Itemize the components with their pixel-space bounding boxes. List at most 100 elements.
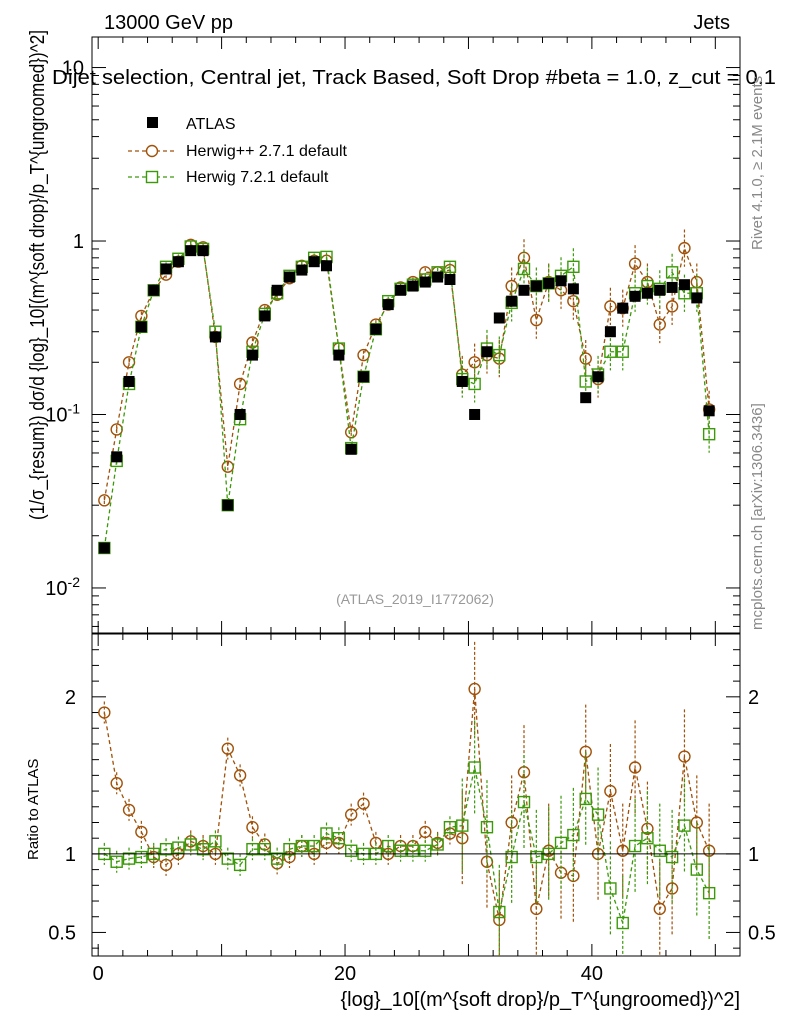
herwig7-ratio-point	[579, 792, 592, 806]
atlas-data-point	[493, 312, 505, 324]
herwig7-ratio-point	[332, 831, 346, 845]
herwig7-ratio-point	[283, 842, 296, 856]
herwigpp-main-point	[98, 494, 111, 507]
ratio-tick-label: 2	[65, 687, 76, 709]
atlas-data-point	[469, 408, 481, 420]
ratio-series-group	[98, 641, 716, 956]
herwigpp-main-point	[665, 300, 679, 313]
y-tick-label: 10-2	[45, 574, 80, 600]
herwig7-ratio-point	[431, 838, 444, 851]
herwig7-ratio-point	[604, 882, 617, 895]
herwig7-ratio-point	[382, 839, 395, 853]
atlas-data-point	[333, 349, 345, 361]
herwigpp-main-point	[628, 257, 642, 270]
atlas-data-point	[234, 408, 246, 420]
herwig7-ratio-point	[110, 855, 123, 868]
herwigpp-ratio-point	[98, 706, 111, 719]
herwigpp-ratio-point	[419, 825, 432, 839]
herwig7-main-point	[604, 345, 617, 358]
herwig7-ratio-point	[159, 842, 173, 856]
herwigpp-main-point	[233, 377, 247, 391]
y-tick-label: 1	[73, 231, 84, 253]
atlas-data-point	[197, 245, 209, 257]
herwig7-main-point	[443, 260, 457, 274]
herwig7-main-point	[517, 262, 531, 276]
herwig7-ratio-point	[135, 850, 148, 864]
atlas-data-point	[123, 375, 135, 387]
herwig7-ratio-point	[456, 819, 469, 832]
atlas-data-point	[641, 287, 653, 299]
herwigpp-ratio-point	[110, 777, 123, 790]
selection-title: Dijet selection, Central jet, Track Base…	[52, 67, 776, 89]
herwig7-main-point	[567, 260, 580, 274]
ratio-plot-frame	[91, 633, 741, 957]
atlas-data-point	[185, 245, 197, 257]
herwig7-ratio-point	[530, 850, 543, 864]
herwig7-main-point	[702, 427, 716, 441]
atlas-data-point	[308, 256, 320, 268]
herwigpp-ratio-point	[345, 808, 358, 821]
ratio-tick-label-right: 1	[748, 844, 759, 866]
atlas-data-point	[666, 281, 678, 293]
atlas-data-point	[617, 302, 629, 314]
herwig7-ratio-point	[270, 852, 284, 865]
herwig7-ratio-point	[480, 821, 494, 834]
atlas-data-point	[209, 331, 221, 343]
herwigpp-main-line	[103, 244, 710, 501]
herwigpp-main-point	[567, 294, 580, 308]
herwigpp-main-point	[530, 313, 543, 327]
atlas-data-point	[530, 280, 542, 292]
x-axis-title: {log}_10[(m^{soft drop}/p_T^{ungroomed})…	[340, 989, 740, 1011]
herwigpp-ratio-point	[665, 882, 679, 895]
atlas-data-point	[172, 256, 184, 268]
atlas-data-point	[506, 295, 518, 307]
herwig7-ratio-point	[295, 839, 309, 853]
herwig7-ratio-point	[665, 850, 679, 864]
herwigpp-main-point	[604, 300, 617, 313]
herwig7-ratio-point	[172, 841, 185, 854]
herwig7-ratio-point	[221, 852, 234, 865]
atlas-data-point	[382, 299, 394, 311]
atlas-data-point	[580, 392, 592, 404]
atlas-data-point	[160, 263, 172, 275]
herwigpp-main-point	[122, 356, 136, 369]
herwigpp-ratio-point	[628, 761, 642, 774]
atlas-data-point	[567, 283, 579, 295]
atlas-data-point	[395, 284, 407, 296]
herwig7-ratio-point	[616, 916, 629, 930]
herwig7-ratio-point	[233, 858, 247, 872]
herwig7-ratio-point	[307, 839, 321, 853]
herwig7-ratio-point	[493, 905, 506, 919]
atlas-data-point	[691, 292, 703, 304]
herwig7-ratio-point	[517, 795, 531, 809]
herwig7-ratio-point	[196, 842, 210, 856]
herwig7-ratio-point	[209, 835, 222, 848]
herwig7-ratio-point	[419, 844, 432, 857]
herwig7-ratio-point	[246, 842, 259, 856]
beam-label: 13000 GeV pp	[104, 12, 233, 34]
atlas-data-point	[432, 271, 444, 283]
herwig7-ratio-point	[628, 839, 642, 853]
herwigpp-ratio-point	[357, 797, 370, 810]
atlas-data-point	[543, 277, 555, 289]
axis-ticks: 0 20 40 10-2 10-1 1 10 0.5 0.5 1 1 2 2	[45, 37, 776, 985]
atlas-data-point	[345, 443, 357, 455]
main-plot-frame	[91, 36, 741, 634]
herwigpp-ratio-point	[283, 850, 296, 864]
herwig7-ratio-point	[345, 844, 358, 857]
herwig7-ratio-point	[394, 844, 407, 857]
herwig7-ratio-point	[184, 838, 197, 851]
atlas-data-point	[629, 290, 641, 302]
herwigpp-main-point	[653, 318, 666, 331]
herwigpp-ratio-point	[653, 902, 666, 916]
herwig7-ratio-point	[258, 842, 271, 856]
legend-herwig7-label: Herwig 7.2.1 default	[186, 169, 329, 186]
atlas-data-point	[370, 323, 382, 335]
legend-atlas-marker	[147, 117, 158, 128]
atlas-data-point	[592, 371, 604, 383]
atlas-data-point	[555, 275, 567, 287]
atlas-data-point	[283, 271, 295, 283]
y-tick-label: 10	[62, 58, 84, 80]
herwig7-ratio-point	[641, 831, 654, 845]
herwig7-ratio-point	[653, 844, 666, 857]
